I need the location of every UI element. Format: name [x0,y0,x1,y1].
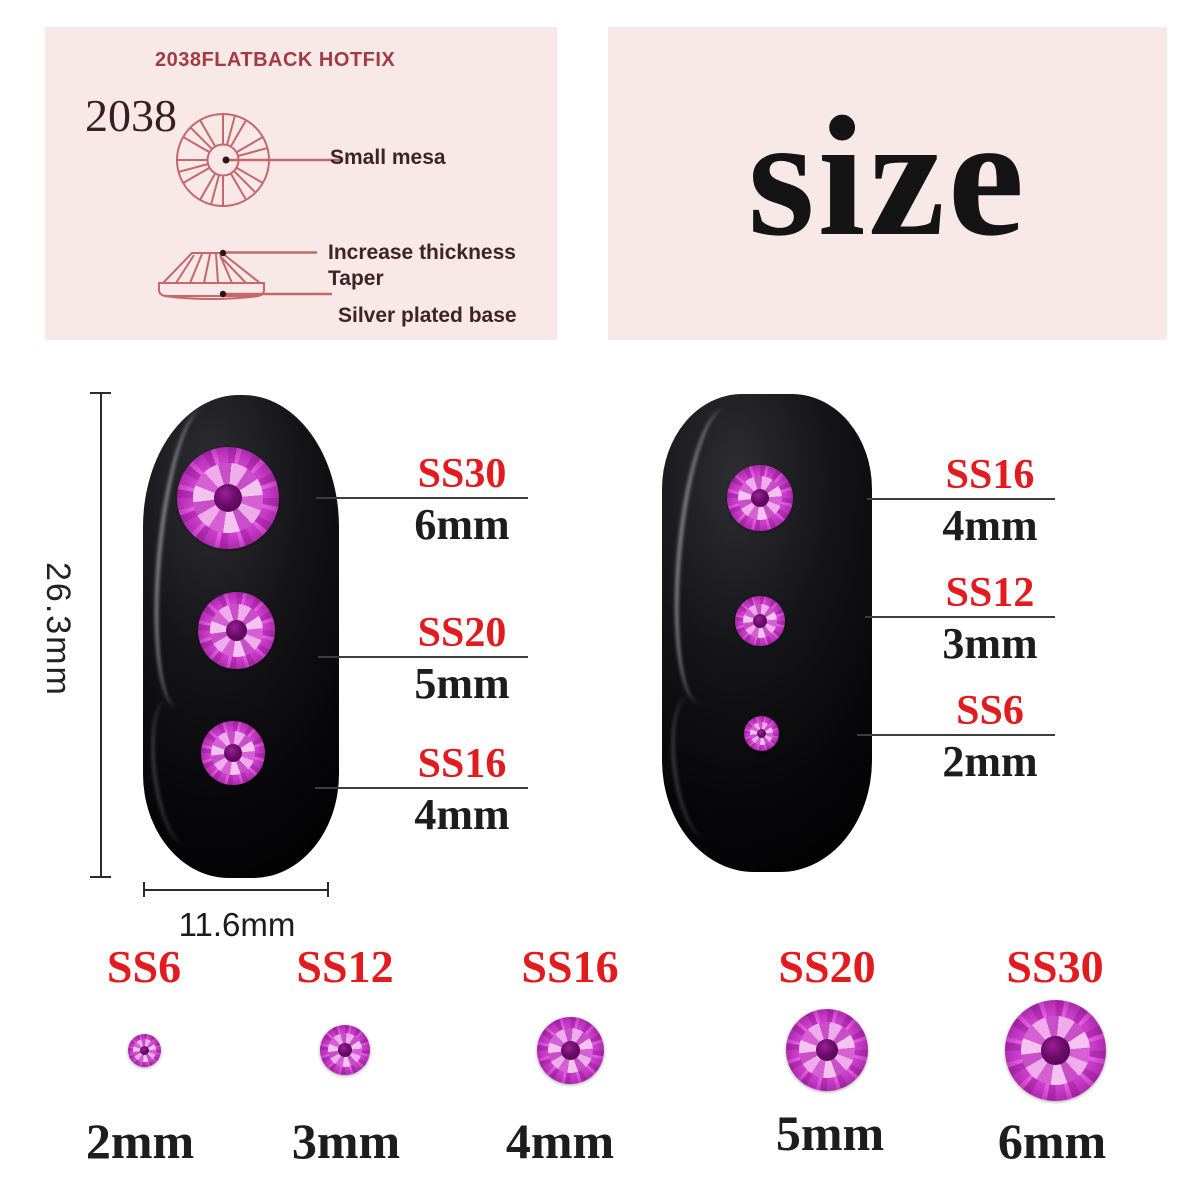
spec-panel: 2038FLATBACK HOTFIX 2038 Small mesa Incr… [45,27,557,340]
ss-size-label: SS20 [417,610,507,656]
callout-pointer-lines [223,158,343,296]
ss-size-label: SS12 [945,570,1035,616]
callout-line [867,498,1055,500]
rhinestone-side-view-diagram [158,252,265,300]
ss-size-label: SS6 [106,941,182,992]
callout-line [318,656,528,658]
callout-line [316,497,528,499]
callout-line [315,787,528,789]
mm-size-label: 2mm [942,737,1038,786]
callout-line [865,616,1055,618]
height-measure-bottom-cap [90,876,111,878]
ss-size-label: SS16 [521,941,619,992]
width-measure-left-tick [143,882,145,897]
mm-size-label: 3mm [291,1113,401,1169]
rhinestone-ss12-sample [320,1025,370,1075]
size-panel-title: size [747,81,1028,272]
label-small-mesa: Small mesa [330,146,446,169]
mm-size-label: 5mm [775,1105,885,1161]
callout-line [857,734,1055,736]
width-measure-line [143,889,329,891]
label-taper: Taper [328,267,384,290]
height-measure-top-cap [90,392,111,394]
mm-size-label: 6mm [414,500,510,549]
rhinestone-ss6-sample [128,1034,161,1067]
ss-size-label: SS16 [945,452,1035,498]
nail-width-value: 11.6mm [178,906,296,943]
rhinestone-diagram [158,113,343,300]
mm-size-label: 3mm [942,619,1038,668]
rhinestone-top-view-diagram [176,113,270,207]
mm-size-label: 4mm [414,790,510,839]
height-measure-line [100,393,102,877]
ss-size-label: SS16 [417,741,507,787]
rhinestone-ss20-sample [786,1009,868,1091]
ss-size-label: SS30 [1006,941,1104,992]
ss-size-label: SS20 [778,941,876,992]
rhinestone-ss6-on-nail [744,716,779,751]
mm-size-label: 4mm [505,1113,615,1169]
label-silver-plated-base: Silver plated base [338,304,517,327]
spec-model-number: 2038 [85,90,177,141]
label-increase-thickness: Increase thickness [328,241,516,264]
spec-panel-title: 2038FLATBACK HOTFIX [155,49,396,71]
mm-size-label: 4mm [942,501,1038,550]
rhinestone-ss16-sample [537,1017,604,1084]
ss-size-label: SS30 [417,451,507,497]
rhinestone-ss30-on-nail [177,447,279,549]
mm-size-label: 5mm [414,659,510,708]
nail-height-value: 26.3mm [39,562,77,697]
rhinestone-ss12-on-nail [735,596,785,646]
size-panel: size [608,27,1167,340]
mm-size-label: 6mm [997,1113,1107,1169]
width-measure-right-tick [327,882,329,897]
pointer-dots [219,156,230,298]
rhinestone-ss30-sample [1005,1000,1106,1101]
mm-size-label: 2mm [85,1113,195,1169]
ss-size-label: SS6 [956,688,1024,734]
ss-size-label: SS12 [296,941,394,992]
rhinestone-ss16-on-nail [201,721,265,785]
rhinestone-ss20-on-nail [198,592,275,669]
rhinestone-ss16-on-nail [727,465,793,531]
